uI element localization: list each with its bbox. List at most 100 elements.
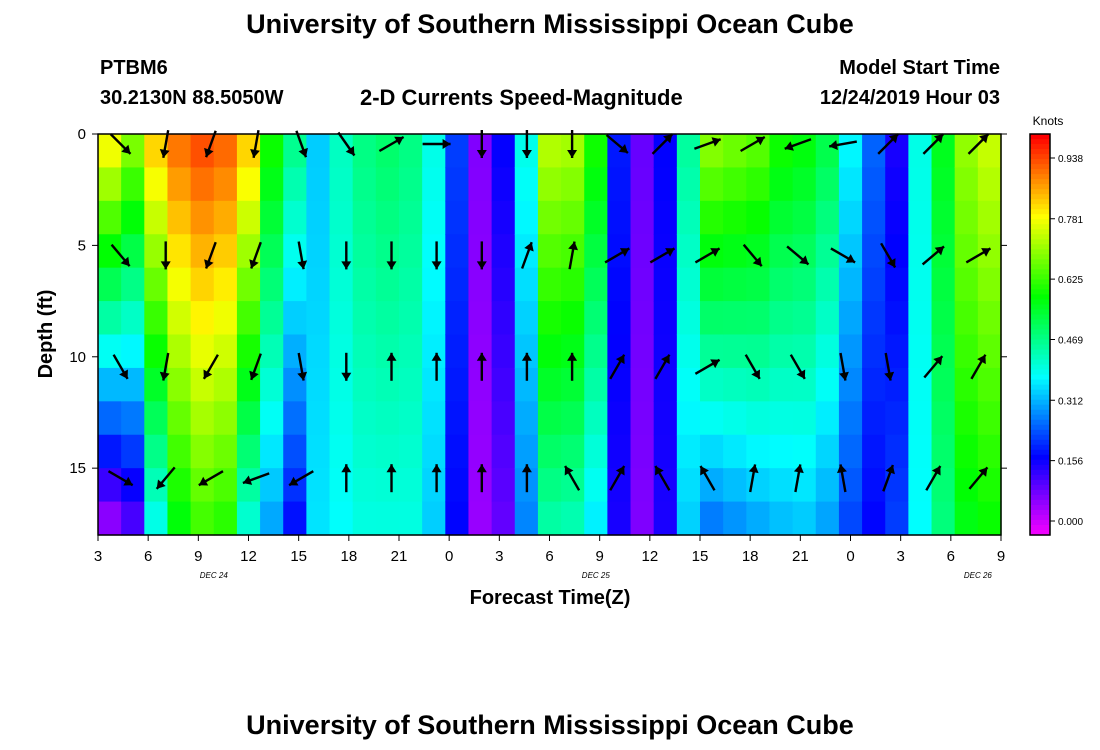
colorbar-band <box>1030 169 1050 175</box>
arrow-head <box>431 352 442 361</box>
heatmap-cell <box>769 301 794 336</box>
x-tick-label: 9 <box>194 548 202 565</box>
colorbar-band <box>1030 399 1050 406</box>
arrow-head <box>120 256 130 267</box>
heatmap-cell <box>422 401 446 436</box>
heatmap-cell <box>676 200 701 235</box>
colorbar-band <box>1030 289 1050 295</box>
heatmap-cell <box>676 367 701 402</box>
arrow-head <box>386 352 397 361</box>
heatmap-cell <box>98 267 122 302</box>
current-arrow <box>786 245 810 266</box>
heatmap-cell <box>375 334 400 369</box>
heatmap-cell <box>931 234 956 269</box>
heatmap-cell <box>954 200 979 235</box>
heatmap-cell <box>584 267 608 302</box>
heatmap-cell <box>630 434 655 469</box>
heatmap-cell <box>260 234 284 269</box>
arrow-head <box>784 141 794 151</box>
heatmap-cell <box>236 267 261 302</box>
heatmap-cell <box>514 334 539 369</box>
heatmap-cell <box>954 134 979 169</box>
heatmap-cell <box>399 468 423 503</box>
heatmap-cell <box>931 167 956 202</box>
heatmap-cell <box>399 434 423 469</box>
heatmap-cell <box>954 234 979 269</box>
heatmap-cell <box>815 468 840 503</box>
x-tick-label: 6 <box>144 548 152 565</box>
current-arrow <box>744 354 761 380</box>
arrow-head <box>297 371 308 381</box>
heatmap-cell <box>723 134 747 169</box>
current-arrow <box>521 352 532 381</box>
heatmap-cell <box>144 501 169 536</box>
heatmap-cell <box>445 501 470 536</box>
heatmap-cell <box>630 401 655 436</box>
heatmap-cell <box>399 167 423 202</box>
colorbar-band <box>1030 439 1050 446</box>
heatmap-cell <box>885 200 909 235</box>
heatmap-cell <box>98 234 122 269</box>
current-arrow <box>882 464 895 492</box>
heatmap-cell <box>700 234 724 269</box>
heatmap-cell <box>977 367 1002 402</box>
current-arrow <box>604 247 630 264</box>
heatmap-cell <box>144 434 169 469</box>
heatmap-cell <box>375 401 400 436</box>
heatmap-cell <box>815 134 840 169</box>
heatmap-cell <box>537 200 562 235</box>
heatmap-cell <box>838 501 863 536</box>
current-arrows <box>107 129 992 493</box>
heatmap-cell <box>491 468 516 503</box>
heatmap-cell <box>815 267 840 302</box>
current-arrow <box>476 241 487 270</box>
heatmap-cell <box>653 501 678 536</box>
colorbar-band <box>1030 209 1050 215</box>
heatmap-cell <box>885 401 909 436</box>
arrow-head <box>567 150 578 158</box>
current-arrow <box>341 464 352 493</box>
arrow-head <box>977 354 986 365</box>
day-label: DEC 25 <box>582 571 611 580</box>
heatmap-cell <box>329 301 354 336</box>
heatmap-cell <box>931 401 956 436</box>
arrow-head <box>615 354 625 365</box>
current-arrow <box>694 247 721 264</box>
heatmap-cell <box>908 468 933 503</box>
heatmap-cell <box>676 301 701 336</box>
heatmap-cell <box>514 367 539 402</box>
colorbar-band <box>1030 159 1050 165</box>
heatmap-cell <box>954 334 979 369</box>
heatmap-cell <box>144 167 169 202</box>
current-arrow <box>109 133 132 155</box>
colorbar-band <box>1030 134 1050 140</box>
heatmap-cell <box>468 334 493 369</box>
heatmap-cell <box>283 167 307 202</box>
arrow-head <box>121 144 131 154</box>
heatmap-cell <box>977 434 1002 469</box>
heatmap-cell <box>908 434 933 469</box>
heatmap-cell <box>422 434 446 469</box>
heatmap-cell <box>399 334 423 369</box>
heatmap-cell <box>838 234 863 269</box>
heatmap-cell <box>815 367 840 402</box>
heatmap-cell <box>375 301 400 336</box>
current-arrow <box>742 243 763 267</box>
heatmap-cell <box>954 267 979 302</box>
heatmap-cell <box>306 401 331 436</box>
colorbar-band <box>1030 479 1050 486</box>
heatmap-cell <box>746 301 771 336</box>
colorbar-title: Knots <box>1033 114 1064 128</box>
arrow-head <box>567 352 578 361</box>
heatmap-cell <box>399 200 423 235</box>
current-arrow <box>651 133 674 155</box>
heatmap-cell <box>352 134 377 169</box>
current-arrow <box>699 465 716 491</box>
colorbar-band <box>1030 424 1050 431</box>
heatmap-cell <box>167 167 192 202</box>
heatmap-cell <box>746 334 771 369</box>
arrow-head <box>710 359 720 369</box>
heatmap-cell <box>306 200 331 235</box>
heatmap-cell <box>329 267 354 302</box>
arrow-head <box>160 261 171 270</box>
